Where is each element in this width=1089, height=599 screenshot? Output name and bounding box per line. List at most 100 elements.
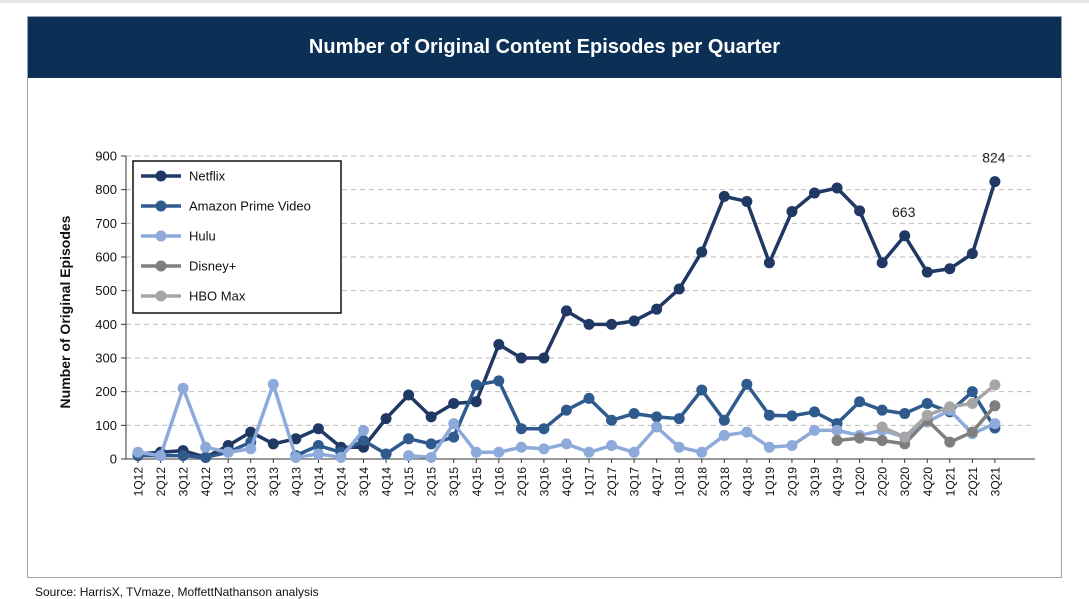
x-tick-label: 3Q21	[988, 467, 1002, 497]
top-divider	[0, 0, 1089, 3]
data-point-netflix	[606, 318, 618, 330]
legend-entry: Netflix	[189, 169, 226, 184]
data-point-netflix	[493, 339, 505, 351]
y-tick-label: 600	[95, 250, 117, 265]
source-note: Source: HarrisX, TVmaze, MoffettNathanso…	[35, 585, 319, 599]
x-tick-label: 3Q16	[537, 467, 551, 497]
y-tick-label: 900	[95, 149, 117, 164]
data-point-netflix	[921, 266, 933, 278]
data-point-netflix	[876, 257, 888, 269]
data-point-hulu	[560, 438, 572, 450]
x-tick-label: 2Q20	[876, 467, 890, 497]
data-point-amazon-prime-video	[696, 384, 708, 396]
data-point-amazon-prime-video	[583, 392, 595, 404]
legend-swatch-marker	[155, 230, 167, 242]
data-point-netflix	[763, 257, 775, 269]
data-point-amazon-prime-video	[651, 411, 663, 423]
x-tick-label: 1Q18	[673, 467, 687, 497]
data-point-netflix	[448, 397, 460, 409]
data-point-amazon-prime-video	[763, 409, 775, 421]
y-tick-label: 700	[95, 216, 117, 231]
x-tick-label: 2Q12	[154, 467, 168, 497]
data-point-hulu	[651, 421, 663, 433]
data-point-netflix	[312, 423, 324, 435]
x-tick-label: 1Q17	[583, 467, 597, 497]
data-point-hulu	[448, 418, 460, 430]
data-point-netflix	[628, 315, 640, 327]
x-tick-label: 3Q17	[628, 467, 642, 497]
data-point-hulu	[493, 446, 505, 458]
x-tick-label: 1Q12	[132, 467, 146, 497]
legend-swatch-marker	[155, 200, 167, 212]
x-tick-label: 2Q14	[334, 467, 348, 497]
data-point-hulu	[177, 382, 189, 394]
data-point-amazon-prime-video	[809, 406, 820, 418]
data-point-hulu	[245, 443, 257, 455]
x-tick-label: 4Q14	[380, 467, 394, 497]
data-point-hulu	[583, 446, 595, 458]
data-point-hulu	[989, 418, 1001, 430]
data-point-hulu	[403, 450, 415, 462]
data-point-netflix	[741, 195, 753, 207]
y-axis-title: Number of Original Episodes	[57, 215, 73, 408]
data-point-hulu	[673, 441, 685, 453]
x-tick-label: 2Q13	[244, 467, 258, 497]
data-point-hulu	[831, 424, 843, 436]
data-point-amazon-prime-video	[718, 414, 730, 426]
data-point-netflix	[966, 248, 978, 260]
data-point-hbo-max	[899, 431, 911, 443]
data-point-amazon-prime-video	[741, 378, 753, 390]
x-tick-label: 2Q15	[425, 467, 439, 497]
data-point-amazon-prime-video	[854, 396, 866, 408]
y-tick-label: 400	[95, 317, 117, 332]
legend-entry: Disney+	[189, 259, 236, 274]
data-point-amazon-prime-video	[312, 440, 324, 452]
data-point-hulu	[763, 441, 775, 453]
data-label: 824	[982, 150, 1006, 166]
x-tick-label: 2Q16	[515, 467, 529, 497]
x-tick-label: 4Q13	[289, 467, 303, 497]
data-point-amazon-prime-video	[786, 410, 798, 422]
data-point-netflix	[245, 426, 257, 438]
data-point-netflix	[470, 396, 482, 408]
data-point-netflix	[583, 318, 595, 330]
data-point-netflix	[560, 305, 572, 317]
data-point-netflix	[267, 438, 279, 450]
data-point-netflix	[696, 246, 708, 258]
data-point-amazon-prime-video	[899, 408, 911, 420]
data-point-netflix	[425, 411, 437, 423]
data-point-disney	[944, 436, 956, 448]
x-tick-label: 3Q19	[808, 467, 822, 497]
x-tick-label: 2Q18	[695, 467, 709, 497]
data-point-netflix	[515, 352, 527, 364]
data-point-disney	[876, 434, 888, 446]
data-label: 663	[892, 204, 916, 220]
x-tick-label: 1Q13	[222, 467, 236, 497]
data-point-amazon-prime-video	[425, 438, 437, 450]
data-point-hulu	[290, 451, 302, 463]
data-point-hbo-max	[966, 397, 978, 409]
data-point-hulu	[786, 440, 798, 452]
data-point-amazon-prime-video	[493, 375, 505, 387]
data-point-amazon-prime-video	[200, 451, 212, 463]
data-point-hulu	[267, 378, 279, 390]
x-tick-label: 4Q16	[560, 467, 574, 497]
data-point-amazon-prime-video	[673, 413, 685, 425]
data-point-disney	[966, 426, 978, 438]
data-point-netflix	[718, 190, 730, 202]
data-point-amazon-prime-video	[628, 408, 640, 420]
data-point-hulu	[425, 451, 437, 463]
data-point-netflix	[944, 263, 956, 275]
x-tick-label: 2Q19	[785, 467, 799, 497]
data-point-amazon-prime-video	[448, 431, 460, 443]
x-tick-label: 4Q19	[831, 467, 845, 497]
data-point-hulu	[809, 424, 820, 436]
y-tick-label: 100	[95, 418, 117, 433]
data-point-hulu	[515, 441, 527, 453]
data-point-hulu	[200, 441, 212, 453]
data-point-amazon-prime-video	[403, 433, 415, 445]
x-tick-label: 1Q16	[492, 467, 506, 497]
data-point-netflix	[673, 283, 685, 295]
x-tick-label: 3Q18	[718, 467, 732, 497]
data-point-netflix	[538, 352, 550, 364]
